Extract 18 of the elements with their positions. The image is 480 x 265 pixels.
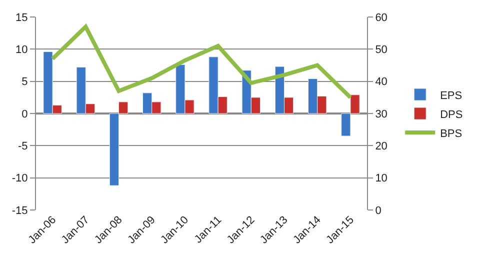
- y-tick-label: -15: [12, 204, 28, 217]
- y2-tick-label: 40: [375, 76, 388, 88]
- y-tick-label: -10: [12, 172, 28, 185]
- y2-tick-label: 60: [375, 12, 388, 24]
- y2-tick-label: 0: [375, 204, 382, 217]
- y2-tick-label: 50: [375, 44, 388, 56]
- y-tick-label: 10: [16, 44, 28, 56]
- legend-label: BPS: [440, 128, 462, 140]
- y2-tick-label: 10: [375, 172, 388, 185]
- y-tick-label: -5: [18, 140, 28, 153]
- y-tick-label: 0: [22, 108, 28, 120]
- y2-tick-label: 20: [375, 140, 388, 153]
- y-tick-label: 15: [16, 12, 28, 24]
- legend-label: DPS: [440, 108, 463, 121]
- line-series: [50, 24, 352, 100]
- y2-tick-label: 30: [375, 108, 388, 120]
- legend-label: EPS: [440, 90, 462, 102]
- y-tick-label: 5: [22, 76, 28, 88]
